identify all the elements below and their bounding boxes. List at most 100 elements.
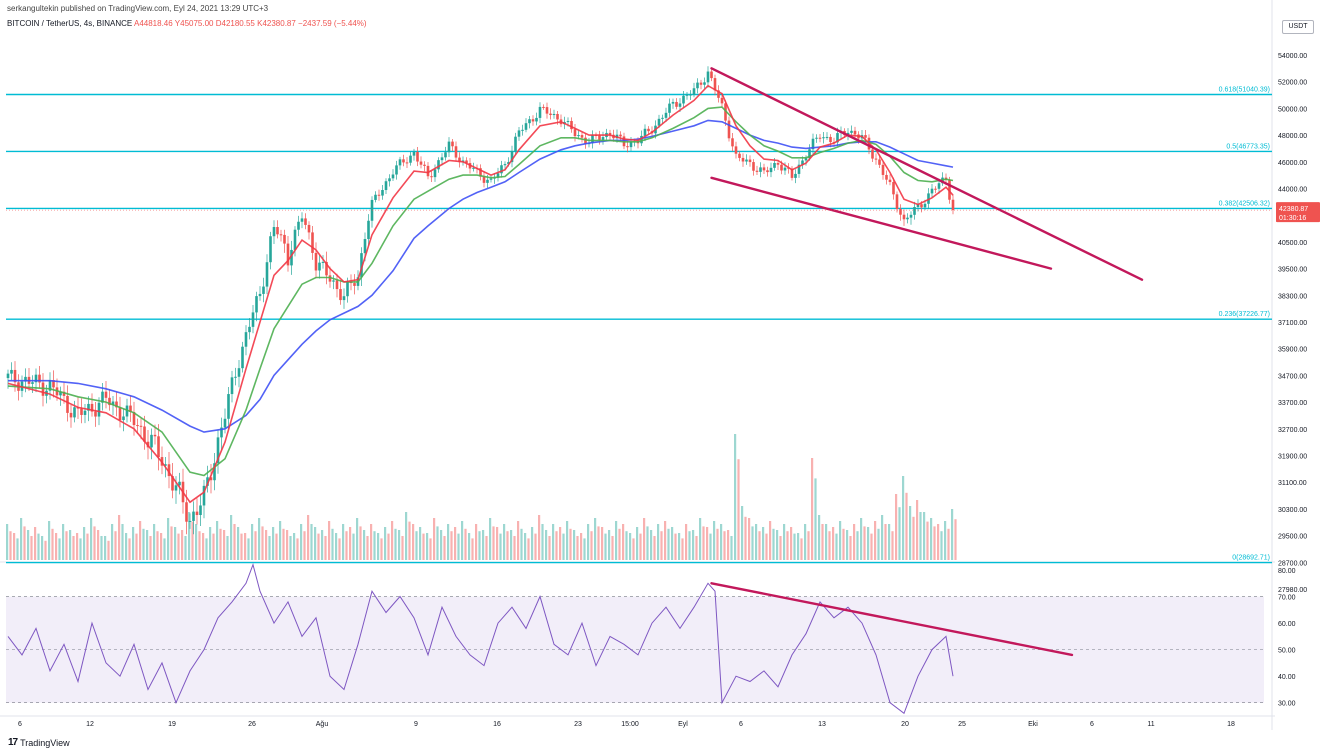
candle-body xyxy=(122,416,125,421)
volume-bar xyxy=(636,527,639,560)
volume-bar xyxy=(909,506,912,560)
candle-body xyxy=(909,214,913,218)
candle-body xyxy=(13,369,17,383)
symbol-name[interactable]: BITCOIN / TetherUS, 4s, BINANCE xyxy=(7,19,133,28)
volume-bar xyxy=(258,518,261,560)
candle-body xyxy=(293,229,297,250)
candle-body xyxy=(479,168,482,177)
price-tick-label: 38300.00 xyxy=(1278,293,1307,300)
volume-bar xyxy=(377,533,380,560)
volume-bar xyxy=(457,533,460,560)
rsi-tick-label: 40.00 xyxy=(1278,674,1296,681)
candle-body xyxy=(577,135,580,137)
volume-bar xyxy=(100,536,103,560)
candle-body xyxy=(549,113,552,116)
candle-body xyxy=(916,204,920,207)
volume-bar xyxy=(58,538,61,560)
volume-bar xyxy=(730,536,733,560)
volume-bar xyxy=(128,538,131,560)
volume-bar xyxy=(562,533,565,560)
candle-body xyxy=(678,103,682,107)
candle-body xyxy=(734,146,738,154)
price-tick-label: 46000.00 xyxy=(1278,160,1307,167)
volume-bar xyxy=(405,512,408,560)
candle-body xyxy=(223,418,227,428)
candle-body xyxy=(748,159,752,163)
candle-body xyxy=(276,227,279,235)
candle-body xyxy=(482,176,486,183)
candle-body xyxy=(360,253,363,278)
candle-body xyxy=(339,289,342,301)
candle-body xyxy=(489,178,493,180)
candle-body xyxy=(332,280,335,282)
candle-body xyxy=(234,376,237,378)
volume-bar xyxy=(135,533,138,560)
fib-levels[interactable]: 0.618(51040.39) 0.5(46773.35) 0.382(42506.… xyxy=(6,87,1272,564)
rsi-tick-label: 60.00 xyxy=(1278,621,1296,628)
volume-bar xyxy=(303,531,306,560)
volume-bar xyxy=(324,536,327,560)
volume-bar xyxy=(905,492,908,560)
volume-bar xyxy=(597,526,600,560)
candle-body xyxy=(388,178,391,182)
currency-button[interactable]: USDT xyxy=(1282,20,1314,34)
candle-body xyxy=(195,511,199,516)
volume-bar xyxy=(121,524,124,560)
volume-bar xyxy=(923,512,926,560)
price-tick-label: 27980.00 xyxy=(1278,587,1307,594)
candle-body xyxy=(328,275,332,282)
candle-body xyxy=(101,391,104,403)
candle-body xyxy=(447,141,451,153)
price-tick-label: 31100.00 xyxy=(1278,480,1307,487)
volume-bar xyxy=(688,531,691,560)
candle-body xyxy=(34,374,38,383)
candle-body xyxy=(297,221,300,230)
volume-bar xyxy=(345,531,348,560)
candle-body xyxy=(188,520,192,522)
volume-bar xyxy=(793,533,796,560)
volume-bar xyxy=(846,530,849,560)
volume-bar xyxy=(104,536,107,560)
price-tick-label: 37100.00 xyxy=(1278,320,1307,327)
candle-body xyxy=(556,113,559,120)
candle-body xyxy=(661,117,664,119)
rsi-tick-label: 80.00 xyxy=(1278,568,1296,575)
trend-lines[interactable] xyxy=(710,67,1144,657)
candle-body xyxy=(209,477,213,481)
volume-bar xyxy=(16,538,19,560)
volume-bar xyxy=(181,530,184,560)
volume-bar xyxy=(205,538,208,560)
candle-body xyxy=(598,135,601,140)
trend-line xyxy=(710,67,1144,281)
volume-bar xyxy=(191,521,194,560)
volume-bar xyxy=(6,524,9,560)
volume-bar xyxy=(790,527,793,560)
candle-body xyxy=(300,218,304,222)
candle-body xyxy=(59,391,62,396)
volume-bar xyxy=(874,521,877,560)
candle-body xyxy=(405,162,409,164)
volume-bars xyxy=(6,434,957,560)
candle-body xyxy=(552,113,556,116)
candle-body xyxy=(269,236,272,263)
candle-body xyxy=(934,188,937,190)
candle-body xyxy=(874,158,878,160)
volume-bar xyxy=(541,524,544,560)
rsi-path xyxy=(7,563,954,715)
price-axis[interactable]: 80.00 70.00 60.00 50.00 40.00 30.00 54000.00 52… xyxy=(1278,53,1307,708)
time-tick-label: 23 xyxy=(574,721,582,728)
volume-bar xyxy=(695,536,698,560)
volume-bar xyxy=(226,536,229,560)
time-axis[interactable]: 6 12 19 26 Ağu 9 16 23 15:00 Eyl 6 13 20 25 Eki 6 11 18 xyxy=(18,721,1235,728)
volume-bar xyxy=(639,533,642,560)
volume-bar xyxy=(202,533,205,560)
time-tick-label: 16 xyxy=(493,721,501,728)
candle-body xyxy=(10,369,13,374)
volume-bar xyxy=(716,528,719,560)
volume-bar xyxy=(272,527,275,560)
volume-bar xyxy=(41,536,44,560)
price-tick-label: 50000.00 xyxy=(1278,106,1307,113)
volume-bar xyxy=(583,538,586,560)
volume-bar xyxy=(884,524,887,560)
